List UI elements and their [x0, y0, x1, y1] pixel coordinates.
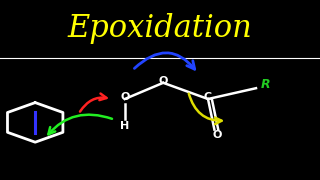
Text: O: O — [213, 130, 222, 140]
Text: H: H — [120, 121, 129, 131]
Text: R: R — [261, 78, 270, 91]
Text: O: O — [158, 76, 168, 86]
Text: C: C — [204, 92, 212, 102]
Text: Epoxidation: Epoxidation — [68, 13, 252, 44]
Text: O: O — [120, 92, 130, 102]
